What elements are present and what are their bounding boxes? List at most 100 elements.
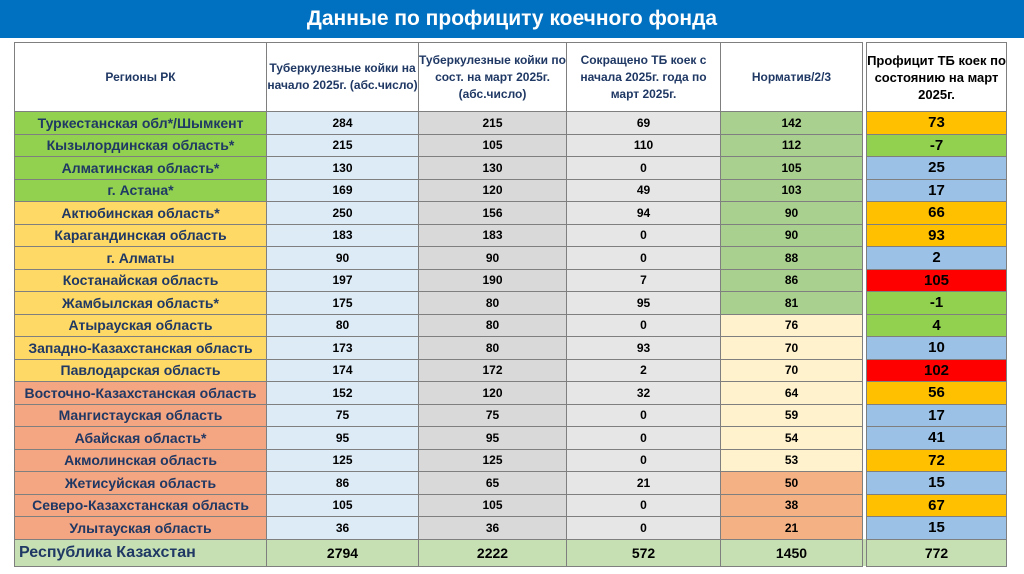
value-cell: 215 (266, 133, 419, 157)
title-bar: Данные по профициту коечного фонда (0, 0, 1024, 38)
gap (862, 449, 867, 472)
region-cell: Северо-Казахстанская область (14, 493, 267, 517)
value-cell: 86 (720, 268, 863, 292)
table-row: Карагандинская область 183 183 0 90 93 (14, 223, 1007, 247)
value-cell: 190 (418, 268, 567, 292)
value-cell: 0 (566, 403, 721, 427)
value-cell: 59 (720, 403, 863, 427)
gap (862, 291, 867, 314)
value-cell: 156 (418, 201, 567, 225)
table-row: Северо-Казахстанская область 105 105 0 38 67 (14, 493, 1007, 517)
value-cell: 38 (720, 493, 863, 517)
surplus-table: Регионы РК Туберкулезные койки на начало … (14, 42, 1007, 567)
value-cell: 105 (418, 493, 567, 517)
table-row: Костанайская область 197 190 7 86 105 (14, 268, 1007, 292)
value-cell: 125 (266, 448, 419, 472)
value-cell: 50 (720, 471, 863, 495)
value-cell: 81 (720, 291, 863, 315)
value-cell: 105 (418, 133, 567, 157)
table-row: Абайская область* 95 95 0 54 41 (14, 426, 1007, 450)
total-row: Республика Казахстан 2794 2222 572 1450 772 (14, 538, 1007, 567)
value-cell: 2 (566, 358, 721, 382)
value-cell: 36 (266, 516, 419, 540)
value-cell: 93 (566, 336, 721, 360)
value-cell: 41 (866, 426, 1007, 450)
table-row: Кызылординская область* 215 105 110 112 -7 (14, 133, 1007, 157)
value-cell: 142 (720, 111, 863, 135)
value-cell: 75 (418, 403, 567, 427)
region-cell: Жамбылская область* (14, 291, 267, 315)
value-cell: 49 (566, 178, 721, 202)
region-cell: Акмолинская область (14, 448, 267, 472)
column-header: Профицит ТБ коек по состоянию на март 20… (866, 42, 1007, 112)
region-cell: Кызылординская область* (14, 133, 267, 157)
value-cell: 105 (266, 493, 419, 517)
region-cell: Восточно-Казахстанская область (14, 381, 267, 405)
region-cell: Западно-Казахстанская область (14, 336, 267, 360)
value-cell: 0 (566, 448, 721, 472)
table-row: Восточно-Казахстанская область 152 120 32 64… (14, 381, 1007, 405)
value-cell: 90 (720, 201, 863, 225)
value-cell: 215 (418, 111, 567, 135)
value-cell: 70 (720, 336, 863, 360)
header-row: Регионы РК Туберкулезные койки на начало … (14, 42, 1007, 112)
value-cell: 21 (566, 471, 721, 495)
value-cell: 95 (266, 426, 419, 450)
gap (862, 381, 867, 404)
value-cell: 152 (266, 381, 419, 405)
value-cell: 169 (266, 178, 419, 202)
total-value: 2222 (418, 538, 567, 567)
value-cell: 86 (266, 471, 419, 495)
total-value: 572 (566, 538, 721, 567)
value-cell: 15 (866, 471, 1007, 495)
table-row: Павлодарская область 174 172 2 70 102 (14, 358, 1007, 382)
value-cell: 66 (866, 201, 1007, 225)
region-cell: Алматинская область* (14, 156, 267, 180)
value-cell: 110 (566, 133, 721, 157)
value-cell: 172 (418, 358, 567, 382)
value-cell: 80 (418, 291, 567, 315)
value-cell: 17 (866, 178, 1007, 202)
value-cell: 0 (566, 223, 721, 247)
gap (862, 269, 867, 292)
value-cell: 36 (418, 516, 567, 540)
region-cell: Жетисуйская область (14, 471, 267, 495)
value-cell: 0 (566, 246, 721, 270)
value-cell: 105 (720, 156, 863, 180)
region-cell: Атырауская область (14, 313, 267, 337)
value-cell: 93 (866, 223, 1007, 247)
gap (862, 314, 867, 337)
value-cell: 2 (866, 246, 1007, 270)
value-cell: 17 (866, 403, 1007, 427)
value-cell: 0 (566, 493, 721, 517)
value-cell: 67 (866, 493, 1007, 517)
value-cell: 32 (566, 381, 721, 405)
gap (862, 516, 867, 539)
value-cell: -1 (866, 291, 1007, 315)
value-cell: 183 (266, 223, 419, 247)
region-cell: Актюбинская область* (14, 201, 267, 225)
total-value: 2794 (266, 538, 419, 567)
value-cell: 183 (418, 223, 567, 247)
gap (862, 494, 867, 517)
region-cell: Карагандинская область (14, 223, 267, 247)
value-cell: 173 (266, 336, 419, 360)
value-cell: 54 (720, 426, 863, 450)
value-cell: 175 (266, 291, 419, 315)
value-cell: 95 (566, 291, 721, 315)
column-header: Сокращено ТБ коек с начала 2025г. года п… (566, 42, 721, 112)
value-cell: 103 (720, 178, 863, 202)
table-row: Западно-Казахстанская область 173 80 93 70 10 (14, 336, 1007, 360)
value-cell: 64 (720, 381, 863, 405)
gap (862, 426, 867, 449)
gap (862, 404, 867, 427)
value-cell: 80 (418, 313, 567, 337)
table-row: Актюбинская область* 250 156 94 90 66 (14, 201, 1007, 225)
table-row: Акмолинская область 125 125 0 53 72 (14, 448, 1007, 472)
region-cell: Павлодарская область (14, 358, 267, 382)
value-cell: 130 (418, 156, 567, 180)
value-cell: 120 (418, 381, 567, 405)
value-cell: 105 (866, 268, 1007, 292)
value-cell: 197 (266, 268, 419, 292)
